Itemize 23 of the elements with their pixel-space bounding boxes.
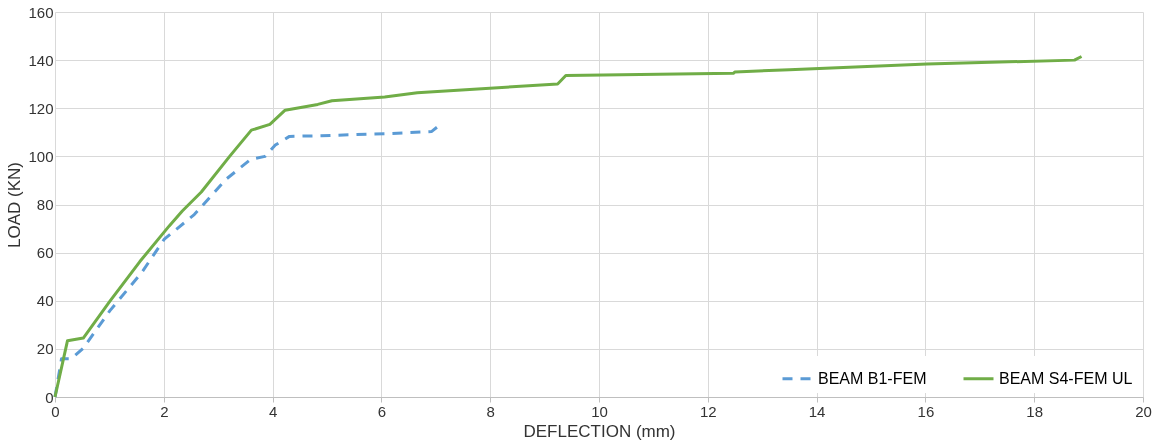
x-tick-label: 4 (268, 402, 278, 420)
y-tick-label: 40 (36, 292, 54, 310)
y-tick-label: 0 (45, 388, 54, 406)
x-tick-label: 14 (808, 402, 826, 420)
y-axis-title: LOAD (KN) (5, 162, 25, 248)
x-tick-label: 20 (1135, 402, 1152, 420)
y-tick-label: 160 (28, 3, 54, 21)
x-tick-label: 12 (699, 402, 717, 420)
y-tick-label: 120 (28, 99, 54, 117)
y-tick-label: 60 (36, 244, 54, 262)
x-tick-label: 2 (160, 402, 169, 420)
x-tick-label: 18 (1026, 402, 1044, 420)
x-tick-label: 8 (486, 402, 495, 420)
legend-label: BEAM S4-FEM UL (999, 369, 1133, 387)
y-tick-label: 80 (36, 196, 54, 213)
x-tick-label: 6 (377, 402, 387, 420)
y-tick-label: 100 (28, 147, 54, 165)
x-axis-title: DEFLECTION (mm) (523, 421, 676, 441)
legend-label: BEAM B1-FEM (818, 369, 927, 387)
y-tick-label: 140 (28, 51, 54, 69)
x-tick-label: 10 (591, 402, 608, 420)
x-tick-label: 16 (917, 402, 935, 420)
y-tick-label: 20 (36, 340, 54, 358)
